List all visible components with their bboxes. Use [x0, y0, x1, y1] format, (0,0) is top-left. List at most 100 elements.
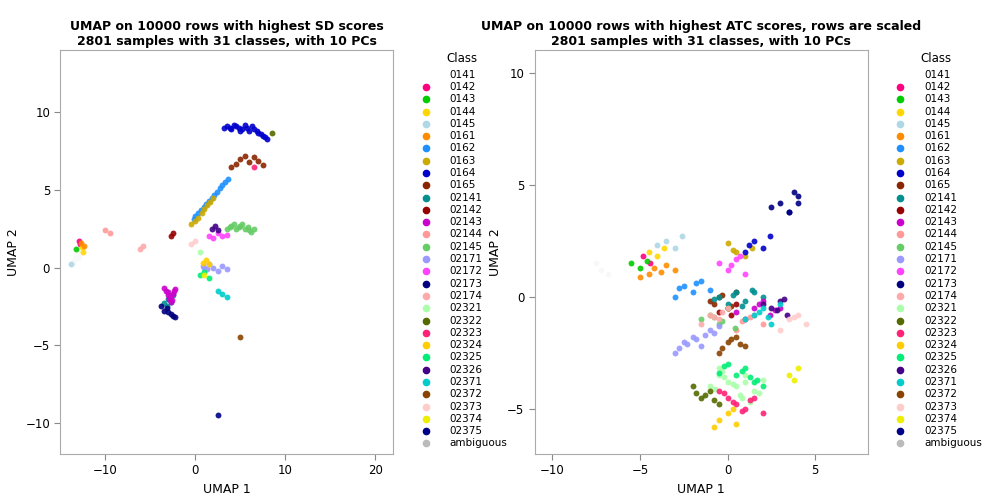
Point	[163, 310, 179, 318]
Point	[191, 209, 207, 217]
Point	[762, 232, 778, 240]
Point	[716, 389, 732, 397]
Text: 0162: 0162	[924, 144, 951, 153]
Point	[728, 333, 744, 341]
Text: 0165: 0165	[450, 180, 476, 191]
Point	[720, 338, 736, 346]
Point	[164, 296, 180, 304]
Point	[751, 389, 767, 397]
Point	[212, 184, 228, 193]
Point	[744, 286, 760, 294]
Point	[720, 239, 736, 247]
Point	[751, 308, 767, 317]
Point	[70, 254, 86, 262]
Text: 0143: 0143	[924, 94, 951, 104]
Point	[259, 135, 275, 143]
Point	[135, 242, 151, 250]
Point	[742, 373, 758, 382]
Point	[684, 333, 701, 341]
Text: 0144: 0144	[924, 106, 951, 116]
Point	[192, 271, 208, 279]
Point	[720, 266, 736, 274]
Point	[781, 208, 797, 216]
Point	[76, 242, 92, 250]
Point	[72, 251, 88, 259]
Point	[684, 288, 701, 296]
Text: 02371: 02371	[450, 377, 483, 387]
Point	[711, 293, 727, 301]
Point	[210, 287, 226, 295]
Point	[201, 261, 217, 269]
Point	[711, 308, 727, 317]
Point	[789, 364, 805, 372]
Point	[728, 327, 744, 335]
Point	[755, 409, 771, 417]
Point	[746, 304, 762, 312]
Point	[246, 125, 262, 134]
Text: 02142: 02142	[924, 205, 958, 215]
Point	[763, 304, 779, 312]
Point	[228, 225, 244, 233]
Point	[702, 387, 718, 395]
Point	[737, 270, 753, 278]
Text: 0144: 0144	[450, 106, 476, 116]
Text: 02144: 02144	[924, 229, 958, 239]
Point	[182, 240, 199, 248]
Point	[249, 127, 265, 135]
Point	[246, 163, 262, 171]
Point	[187, 217, 204, 225]
Point	[68, 253, 84, 261]
Point	[73, 240, 89, 248]
Point	[64, 261, 80, 269]
Point	[226, 121, 242, 129]
Point	[165, 287, 181, 295]
Point	[772, 304, 788, 312]
Text: 02374: 02374	[924, 414, 958, 424]
Point	[679, 340, 696, 348]
Point	[744, 243, 760, 251]
Point	[715, 344, 731, 352]
Point	[711, 322, 727, 330]
Point	[675, 338, 691, 346]
Point	[197, 205, 213, 213]
Point	[233, 333, 249, 341]
Point	[71, 248, 87, 256]
Point	[789, 310, 805, 319]
Point	[156, 299, 172, 307]
Point	[737, 315, 753, 323]
Point	[732, 253, 748, 261]
Point	[658, 237, 674, 245]
Point	[69, 249, 85, 258]
Point	[720, 394, 736, 402]
Point	[720, 299, 736, 307]
Text: 0141: 0141	[450, 70, 476, 80]
Point	[670, 284, 686, 292]
Point	[728, 288, 744, 296]
Point	[231, 124, 247, 132]
Point	[255, 161, 271, 169]
Point	[206, 234, 222, 242]
Point	[199, 256, 215, 264]
Point	[711, 320, 727, 328]
Point	[711, 400, 727, 408]
Point	[734, 394, 750, 402]
Title: UMAP on 10000 rows with highest SD scores
2801 samples with 31 classes, with 10 : UMAP on 10000 rows with highest SD score…	[70, 20, 384, 48]
Point	[623, 259, 639, 267]
Point	[74, 239, 90, 247]
Text: 0142: 0142	[924, 82, 951, 92]
Point	[737, 253, 753, 261]
Text: 0164: 0164	[924, 168, 951, 178]
Point	[711, 315, 727, 323]
Point	[706, 396, 722, 404]
Point	[702, 310, 718, 319]
Point	[658, 262, 674, 270]
Point	[257, 133, 273, 141]
Point	[255, 132, 271, 140]
Text: 02323: 02323	[450, 328, 483, 338]
Point	[737, 378, 753, 386]
Point	[702, 286, 718, 294]
Point	[720, 378, 736, 386]
Point	[228, 160, 244, 168]
Text: 0143: 0143	[450, 94, 476, 104]
Point	[601, 270, 617, 278]
